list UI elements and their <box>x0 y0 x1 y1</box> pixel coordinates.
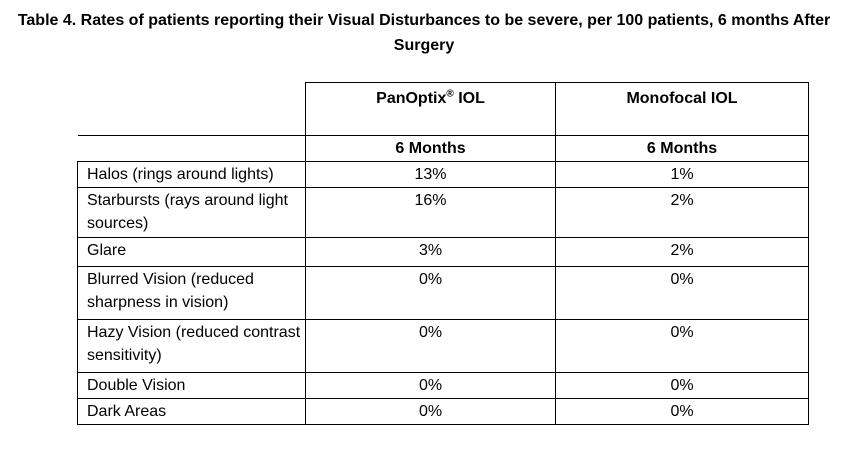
row-label: Halos (rings around lights) <box>77 161 306 188</box>
panoptix-value: 0% <box>305 319 556 373</box>
column-header-panoptix: PanOptix® IOL <box>305 82 556 136</box>
panoptix-value: 3% <box>305 237 556 267</box>
monofocal-value: 0% <box>555 372 809 399</box>
panoptix-value: 13% <box>305 161 556 188</box>
table-row: Dark Areas 0% 0% <box>77 398 809 425</box>
monofocal-value: 1% <box>555 161 809 188</box>
panoptix-value: 16% <box>305 187 556 238</box>
table-row: Halos (rings around lights) 13% 1% <box>77 161 809 188</box>
subheader-monofocal: 6 Months <box>555 135 809 162</box>
row-label: Starbursts (rays around light sources) <box>77 187 306 238</box>
row-label: Blurred Vision (reduced sharpness in vis… <box>77 266 306 320</box>
column-header-monofocal: Monofocal IOL <box>555 82 809 136</box>
table-caption: Table 4. Rates of patients reporting the… <box>17 12 831 54</box>
subheader-row: 6 Months 6 Months <box>77 135 809 162</box>
row-label: Dark Areas <box>77 398 306 425</box>
monofocal-value: 0% <box>555 398 809 425</box>
panoptix-value: 0% <box>305 372 556 399</box>
table-row: Double Vision 0% 0% <box>77 372 809 399</box>
row-label: Hazy Vision (reduced contrast sensitivit… <box>77 319 306 373</box>
row-label: Glare <box>77 237 306 267</box>
row-label: Double Vision <box>77 372 306 399</box>
empty-corner-cell <box>77 135 306 162</box>
monofocal-value: 0% <box>555 319 809 373</box>
subheader-panoptix: 6 Months <box>305 135 556 162</box>
panoptix-value: 0% <box>305 266 556 320</box>
monofocal-value: 2% <box>555 187 809 238</box>
table-row: Starbursts (rays around light sources) 1… <box>77 187 809 238</box>
panoptix-value: 0% <box>305 398 556 425</box>
column-name: Monofocal IOL <box>626 90 738 107</box>
table-row: Hazy Vision (reduced contrast sensitivit… <box>77 319 809 373</box>
visual-disturbances-table: PanOptix® IOL Monofocal IOL 6 Months 6 M… <box>77 82 809 425</box>
monofocal-value: 2% <box>555 237 809 267</box>
table-row: Blurred Vision (reduced sharpness in vis… <box>77 266 809 320</box>
monofocal-value: 0% <box>555 266 809 320</box>
column-name: PanOptix <box>376 90 447 107</box>
column-suffix: IOL <box>453 90 485 107</box>
column-header-row: PanOptix® IOL Monofocal IOL <box>77 82 809 136</box>
table-row: Glare 3% 2% <box>77 237 809 267</box>
empty-corner-cell <box>77 82 306 136</box>
registered-mark: ® <box>446 88 454 100</box>
